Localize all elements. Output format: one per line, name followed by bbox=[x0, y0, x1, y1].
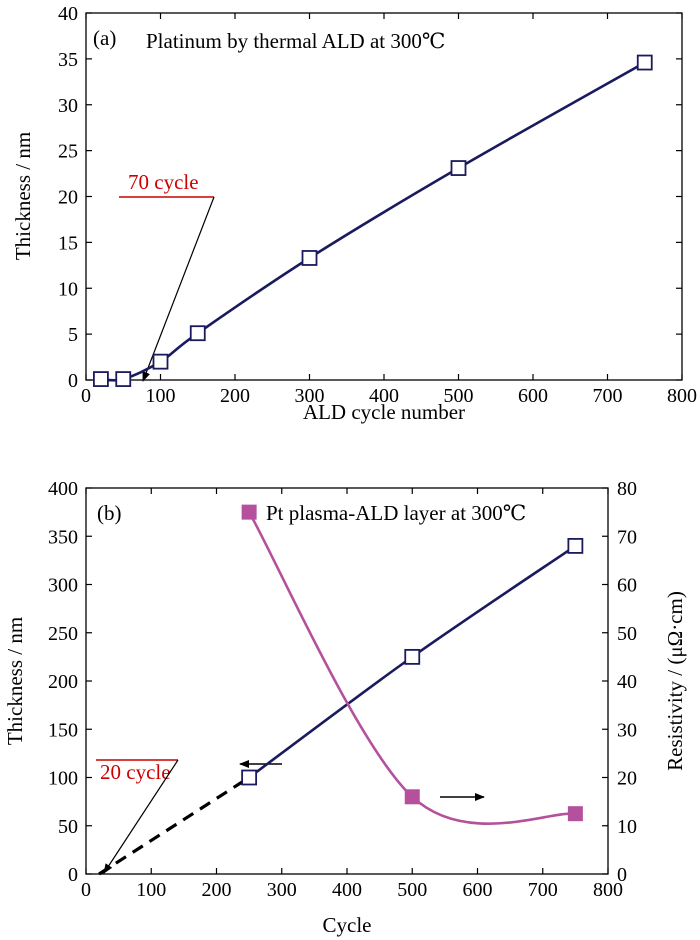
panel-a-70-cycle-annotation: 70 cycle bbox=[128, 170, 199, 194]
panel-a-series-0-point bbox=[301, 250, 318, 266]
panel-b-annotation-arrow bbox=[103, 759, 179, 874]
panel-b-20-cycle-annotation: 20 cycle bbox=[100, 760, 171, 784]
panel-a-x-tick-label: 600 bbox=[518, 385, 548, 407]
panel-a-x-tick-label: 800 bbox=[667, 385, 697, 407]
panel-b-series-0-extrapolation bbox=[98, 776, 250, 876]
panel-b-x-tick-label: 400 bbox=[332, 879, 362, 901]
panel-a-x-axis-label: ALD cycle number bbox=[303, 400, 465, 424]
panel-a-y-tick-label: 40 bbox=[58, 3, 78, 25]
panel-a-title: Platinum by thermal ALD at 300℃ bbox=[146, 29, 445, 53]
panel-b-title: Pt plasma-ALD layer at 300℃ bbox=[266, 501, 526, 525]
panel-b-y2-tick-label: 50 bbox=[617, 623, 637, 645]
panel-a-x-tick-label: 400 bbox=[369, 385, 399, 407]
panel-b-y2-tick-label: 80 bbox=[617, 478, 637, 500]
panel-b-y-tick-label: 50 bbox=[58, 816, 78, 838]
panel-a-series-0-point bbox=[189, 325, 206, 342]
panel-b-label: (b) bbox=[97, 501, 122, 525]
panel-a-series-0-point bbox=[93, 371, 109, 387]
panel-a-x-tick-label: 200 bbox=[220, 385, 250, 407]
panel-b-x-tick-label: 500 bbox=[397, 879, 427, 901]
panel-b-series-1-point bbox=[241, 504, 257, 520]
panel-a-y-tick-label: 0 bbox=[68, 370, 78, 392]
panel-b-series-0-point bbox=[241, 769, 258, 786]
panel-b-series-1-point bbox=[404, 789, 420, 805]
panel-b-x-tick-label: 300 bbox=[267, 879, 297, 901]
panel-b-x-axis-label: Cycle bbox=[323, 913, 372, 937]
panel-a-y-tick-label: 20 bbox=[58, 187, 78, 209]
panel-a-annotation-arrow bbox=[142, 196, 215, 382]
panel-b-y-tick-label: 0 bbox=[68, 864, 78, 886]
panel-b-y-tick-label: 150 bbox=[48, 719, 78, 741]
panel-b-y-tick-label: 100 bbox=[48, 768, 78, 790]
panel-a-chart: 0 100 200 300 400 500 600 700 800 0 5 10 15 20 25 30 35 4… bbox=[11, 3, 697, 424]
panel-b-x-tick-label: 600 bbox=[463, 879, 493, 901]
panel-b-x-tick-label: 100 bbox=[136, 879, 166, 901]
panel-b-chart: 0 100 200 300 400 500 600 700 800050100150200250… bbox=[3, 478, 687, 937]
panel-b-y-axis-label: Thickness / nm bbox=[3, 617, 27, 745]
panel-b-y-tick-label: 250 bbox=[48, 623, 78, 645]
panel-a-x-tick-label: 0 bbox=[81, 385, 91, 407]
panel-b-x-tick-label: 800 bbox=[593, 879, 623, 901]
panel-a-y-tick-label: 15 bbox=[58, 232, 78, 254]
panel-b-y2-axis-label: Resistivity / (μΩ·cm) bbox=[663, 591, 687, 771]
panel-b-y-tick-label: 400 bbox=[48, 478, 78, 500]
panel-a-x-tick-label: 100 bbox=[146, 385, 176, 407]
panel-b-x-tick-label: 0 bbox=[81, 879, 91, 901]
panel-b-y2-tick-label: 30 bbox=[617, 719, 637, 741]
panel-b-y2-tick-label: 60 bbox=[617, 575, 637, 597]
panel-b-series-0-point bbox=[567, 538, 584, 554]
panel-b-series-1-line bbox=[247, 511, 576, 825]
panel-a-x-tick-label: 300 bbox=[295, 385, 325, 407]
panel-a-y-tick-label: 30 bbox=[58, 95, 78, 117]
panel-b-plot-frame bbox=[85, 487, 609, 875]
panel-a-x-tick-label: 700 bbox=[593, 385, 623, 407]
panel-b-y-tick-label: 350 bbox=[48, 526, 78, 548]
panel-a-series-0-point bbox=[115, 371, 132, 387]
panel-a-y-tick-label: 35 bbox=[58, 49, 78, 71]
panel-a-y-tick-label: 10 bbox=[58, 278, 78, 300]
panel-a-y-tick-label: 25 bbox=[58, 141, 78, 163]
panel-a-y-axis-label: Thickness / nm bbox=[11, 132, 35, 260]
panel-a-x-tick-label: 500 bbox=[444, 385, 474, 407]
panel-b-series-0-point bbox=[404, 648, 421, 665]
panel-b-x-tick-label: 700 bbox=[528, 879, 558, 901]
panel-b-y2-tick-label: 40 bbox=[617, 671, 637, 693]
panel-b-y-tick-label: 200 bbox=[48, 671, 78, 693]
panel-b-axes: 0 100 200 300 400 500 600 700 800050100150200250… bbox=[48, 478, 637, 901]
panel-b-y2-tick-label: 20 bbox=[617, 768, 637, 790]
panel-a-series-0-point bbox=[152, 353, 169, 370]
panel-a-axes: 0 100 200 300 400 500 600 700 800 0 5 10 15 20 25 30 35 4… bbox=[58, 3, 697, 407]
panel-b-y2-tick-label: 70 bbox=[617, 526, 637, 548]
panel-b-series-1-point bbox=[567, 806, 583, 822]
panel-a-series-0-line bbox=[100, 61, 646, 382]
panel-a-series-0-point bbox=[450, 160, 467, 176]
panel-a-series-0-point bbox=[636, 54, 653, 71]
panel-b-data bbox=[98, 504, 584, 876]
panel-b-y-tick-label: 300 bbox=[48, 575, 78, 597]
panel-b-x-tick-label: 200 bbox=[202, 879, 232, 901]
panel-a-y-tick-label: 5 bbox=[68, 324, 78, 346]
panel-b-y2-tick-label: 10 bbox=[617, 816, 637, 838]
panel-b-y2-tick-label: 0 bbox=[617, 864, 627, 886]
panel-a-data bbox=[93, 54, 653, 387]
panel-a-label: (a) bbox=[93, 26, 116, 50]
